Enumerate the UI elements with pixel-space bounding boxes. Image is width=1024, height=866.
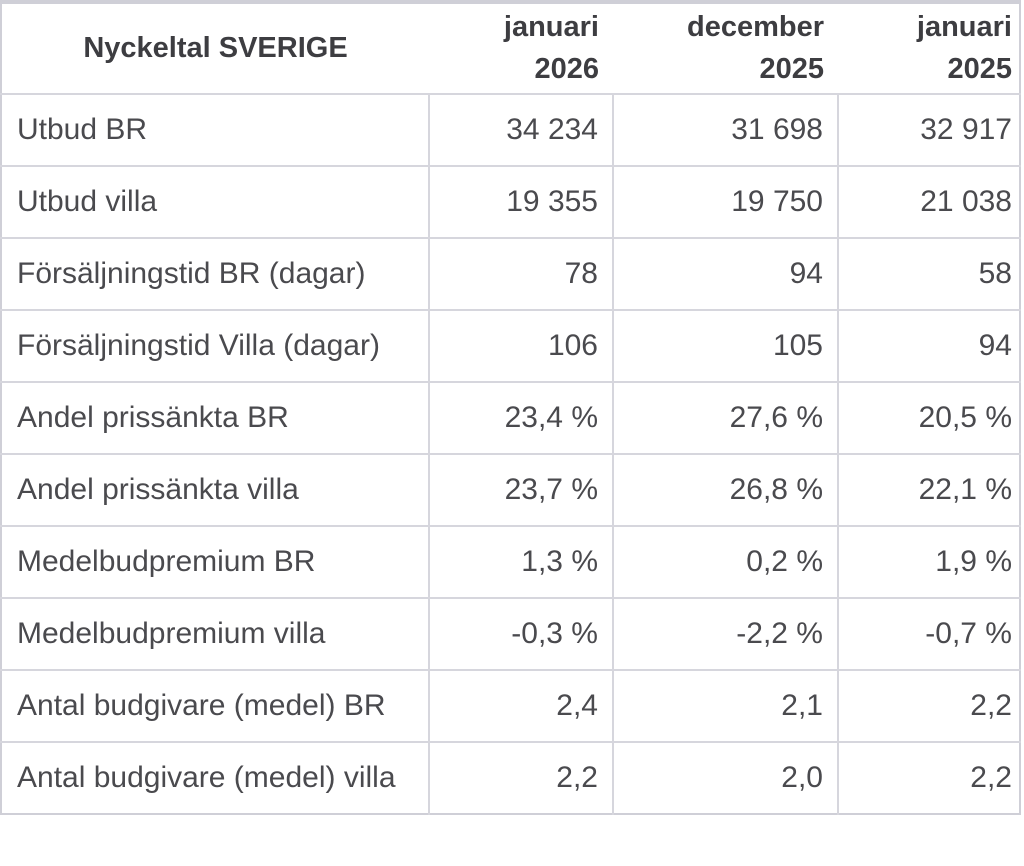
row-label: Försäljningstid BR (dagar) [1, 237, 429, 310]
value-cell: 0,2 % [612, 525, 838, 598]
value-cell: 23,7 % [428, 453, 613, 526]
value-cell: 22,1 % [837, 453, 1020, 526]
value-cell: 106 [428, 309, 613, 382]
value-cell: 1,9 % [837, 525, 1020, 598]
value-cell: 19 355 [428, 165, 613, 238]
row-label: Medelbudpremium villa [1, 597, 429, 670]
value-cell: 27,6 % [612, 381, 838, 454]
table-title: Nyckeltal SVERIGE [1, 2, 429, 95]
table-row: Försäljningstid BR (dagar) 78 94 58 [1, 237, 1020, 310]
column-header-december-2025: december 2025 [613, 2, 838, 95]
row-label: Andel prissänkta villa [1, 453, 429, 526]
value-cell: 94 [612, 237, 838, 310]
row-label: Utbud villa [1, 165, 429, 238]
value-cell: -0,7 % [837, 597, 1020, 670]
value-cell: 2,2 [837, 669, 1020, 742]
value-cell: 105 [612, 309, 838, 382]
table-row: Medelbudpremium villa -0,3 % -2,2 % -0,7… [1, 597, 1020, 670]
value-cell: 34 234 [428, 93, 613, 166]
value-cell: 2,4 [428, 669, 613, 742]
table-row: Försäljningstid Villa (dagar) 106 105 94 [1, 309, 1020, 382]
row-label: Medelbudpremium BR [1, 525, 429, 598]
value-cell: 31 698 [612, 93, 838, 166]
value-cell: 2,2 [428, 741, 613, 814]
row-label: Andel prissänkta BR [1, 381, 429, 454]
table-header: Nyckeltal SVERIGE januari 2026 december … [1, 2, 1020, 95]
value-cell: 78 [428, 237, 613, 310]
value-cell: 2,2 [837, 741, 1020, 814]
header-row: Nyckeltal SVERIGE januari 2026 december … [1, 2, 1020, 95]
table-row: Utbud villa 19 355 19 750 21 038 [1, 165, 1020, 238]
value-cell: -0,3 % [428, 597, 613, 670]
table-row: Medelbudpremium BR 1,3 % 0,2 % 1,9 % [1, 525, 1020, 598]
column-header-januari-2026: januari 2026 [429, 2, 613, 95]
value-cell: 21 038 [837, 165, 1020, 238]
value-cell: -2,2 % [612, 597, 838, 670]
row-label: Försäljningstid Villa (dagar) [1, 309, 429, 382]
row-label: Utbud BR [1, 93, 429, 166]
value-cell: 32 917 [837, 93, 1020, 166]
table-row: Antal budgivare (medel) BR 2,4 2,1 2,2 [1, 669, 1020, 742]
value-cell: 1,3 % [428, 525, 613, 598]
table-body: Utbud BR 34 234 31 698 32 917 Utbud vill… [1, 93, 1020, 814]
value-cell: 23,4 % [428, 381, 613, 454]
value-cell: 94 [837, 309, 1020, 382]
value-cell: 20,5 % [837, 381, 1020, 454]
table-row: Utbud BR 34 234 31 698 32 917 [1, 93, 1020, 166]
row-label: Antal budgivare (medel) villa [1, 741, 429, 814]
value-cell: 26,8 % [612, 453, 838, 526]
column-header-januari-2025: januari 2025 [838, 2, 1020, 95]
table-row: Antal budgivare (medel) villa 2,2 2,0 2,… [1, 741, 1020, 814]
value-cell: 2,0 [612, 741, 838, 814]
table-row: Andel prissänkta villa 23,7 % 26,8 % 22,… [1, 453, 1020, 526]
value-cell: 2,1 [612, 669, 838, 742]
value-cell: 19 750 [612, 165, 838, 238]
key-figures-table: Nyckeltal SVERIGE januari 2026 december … [0, 0, 1021, 815]
value-cell: 58 [837, 237, 1020, 310]
row-label: Antal budgivare (medel) BR [1, 669, 429, 742]
table-row: Andel prissänkta BR 23,4 % 27,6 % 20,5 % [1, 381, 1020, 454]
